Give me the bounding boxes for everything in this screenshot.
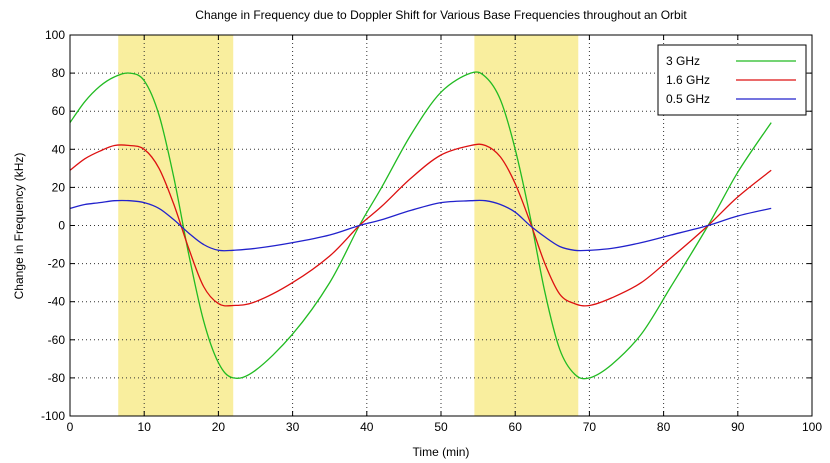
x-axis-label: Time (min) <box>413 445 470 459</box>
y-tick-label: 100 <box>45 28 65 42</box>
series-line-3-ghz <box>69 71 772 380</box>
x-tick-label: 80 <box>657 420 671 434</box>
x-tick-label: 90 <box>731 420 745 434</box>
y-axis-label: Change in Frequency (kHz) <box>12 153 26 300</box>
legend-label: 3 GHz <box>666 54 700 68</box>
y-axis-ticks: 100 80 60 40 20 0 -20 -40 -60 -80 -100 <box>41 28 812 423</box>
series-line-0-5-ghz <box>69 199 772 252</box>
x-tick-label: 30 <box>286 420 300 434</box>
legend-label: 0.5 GHz <box>666 92 710 106</box>
series-line-1-6-ghz <box>69 143 772 307</box>
y-tick-label: -20 <box>48 257 66 271</box>
chart-title: Change in Frequency due to Doppler Shift… <box>195 8 687 22</box>
x-tick-label: 0 <box>67 420 74 434</box>
x-axis-ticks: 0 10 20 30 40 50 60 70 80 90 100 <box>67 35 822 434</box>
y-tick-label: -80 <box>48 371 66 385</box>
y-tick-label: 40 <box>52 142 66 156</box>
y-tick-label: -100 <box>41 409 65 423</box>
y-tick-label: 60 <box>52 104 66 118</box>
y-tick-label: 0 <box>58 219 65 233</box>
y-tick-label: 20 <box>52 180 66 194</box>
legend: 3 GHz 1.6 GHz 0.5 GHz <box>657 44 807 116</box>
x-tick-label: 100 <box>802 420 822 434</box>
x-tick-label: 40 <box>360 420 374 434</box>
x-tick-label: 10 <box>138 420 152 434</box>
series-lines <box>69 71 772 380</box>
x-tick-label: 60 <box>509 420 523 434</box>
x-tick-label: 70 <box>583 420 597 434</box>
y-tick-label: -40 <box>48 295 66 309</box>
highlight-bands <box>118 35 579 416</box>
legend-label: 1.6 GHz <box>666 73 710 87</box>
y-tick-label: -60 <box>48 333 66 347</box>
x-tick-label: 20 <box>212 420 226 434</box>
y-tick-label: 80 <box>52 66 66 80</box>
x-tick-label: 50 <box>434 420 448 434</box>
